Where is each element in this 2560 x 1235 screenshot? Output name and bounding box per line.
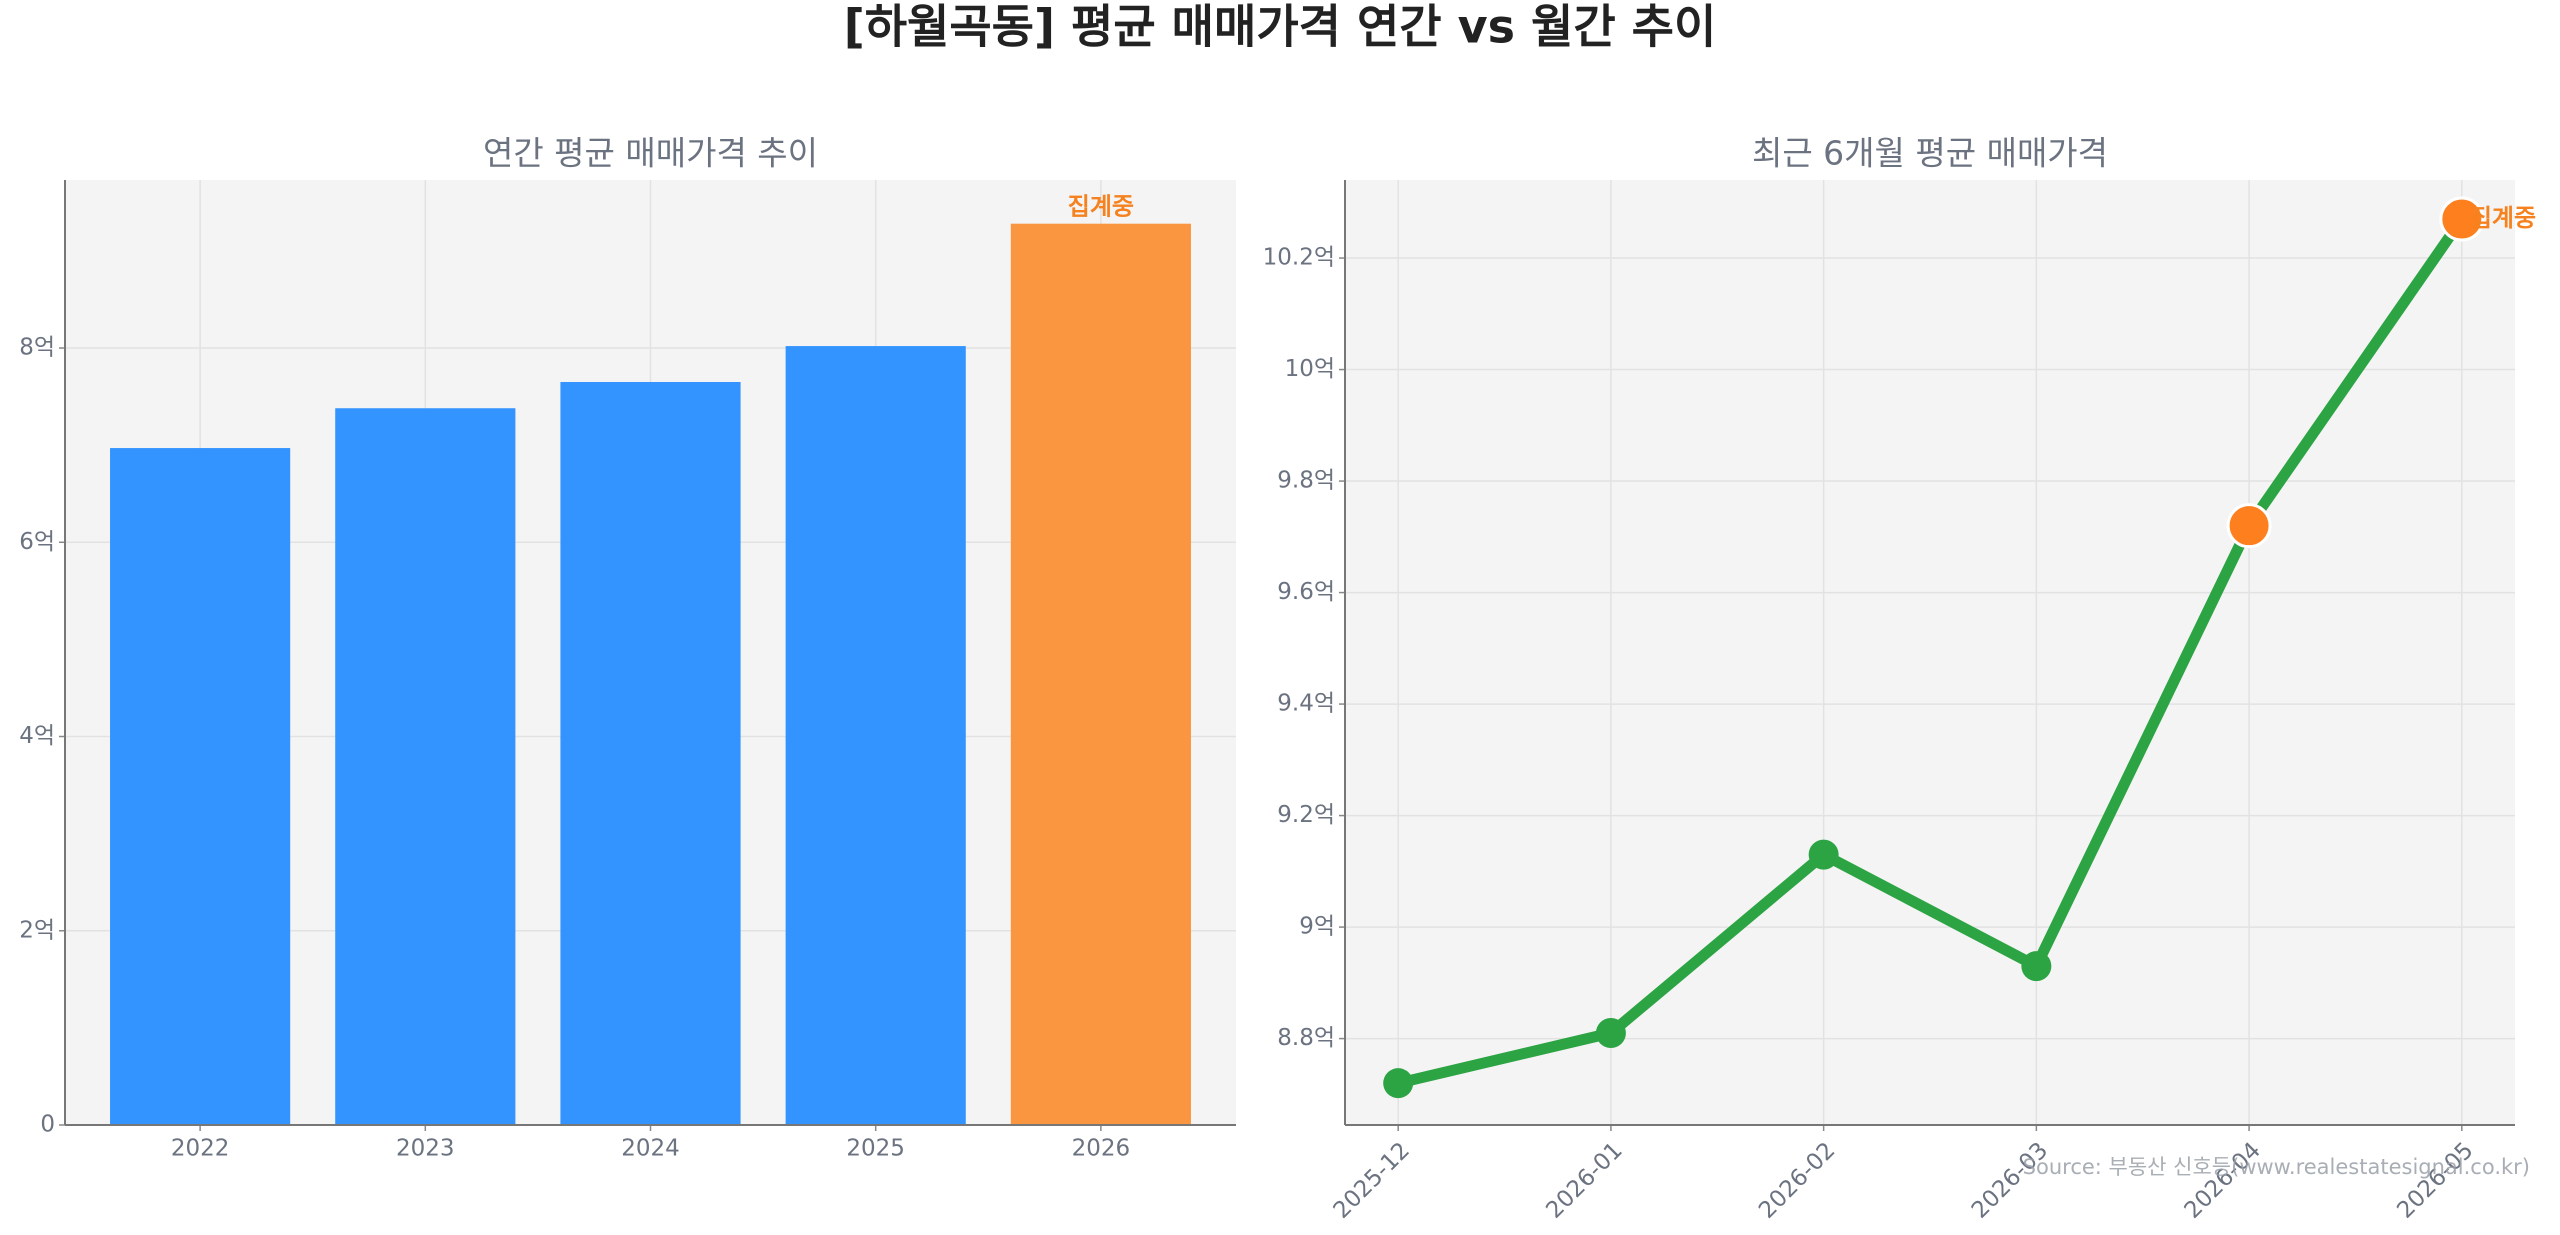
x-tick-label: 2024 (621, 1136, 680, 1162)
y-tick-label: 2억 (19, 917, 55, 943)
y-tick-label: 8.8억 (1277, 1025, 1335, 1051)
y-tick-label: 9억 (1299, 914, 1335, 940)
marker (1595, 1018, 1626, 1049)
y-tick-label: 8억 (19, 335, 55, 361)
y-tick-label: 9.2억 (1277, 802, 1335, 828)
y-tick-label: 10억 (1285, 356, 1335, 382)
bar (1010, 223, 1191, 1126)
marker (1383, 1068, 1414, 1099)
source: Source: 부동산 신호등(www.realestatesignal.co.… (2023, 1155, 2530, 1179)
y-tick-label: 9.6억 (1277, 579, 1335, 605)
y-tick-label: 4억 (19, 723, 55, 749)
y-tick-label: 6억 (19, 529, 55, 555)
subplot-title: 연간 평균 매매가격 추이 (483, 134, 818, 173)
marker (2439, 196, 2485, 242)
y-tick-label: 9.4억 (1277, 691, 1335, 717)
x-tick-label: 2023 (396, 1136, 455, 1162)
y-tick-label: 9.8억 (1277, 468, 1335, 494)
bar (335, 408, 516, 1125)
bar (110, 448, 291, 1125)
chart-title: [하월곡동] 평균 매매가격 연간 vs 월간 추이 (844, 0, 1717, 54)
marker (1808, 839, 1839, 870)
marker (2021, 951, 2052, 982)
y-tick-label: 10.2억 (1263, 245, 1335, 271)
bar (785, 346, 966, 1126)
subplot-title: 최근 6개월 평균 매매가격 (1752, 134, 2108, 173)
y-tick-label: 0 (40, 1112, 55, 1138)
bar (560, 382, 741, 1125)
x-tick-label: 2022 (171, 1136, 230, 1162)
line (1396, 215, 2467, 1089)
annotation: 집계중 (1068, 193, 1134, 221)
annotation: 집계중 (2470, 204, 2536, 232)
x-tick-label: 2026 (1072, 1136, 1131, 1162)
x-tick-label: 2025 (846, 1136, 905, 1162)
plot-area (1345, 180, 2515, 1125)
marker (2226, 503, 2272, 549)
